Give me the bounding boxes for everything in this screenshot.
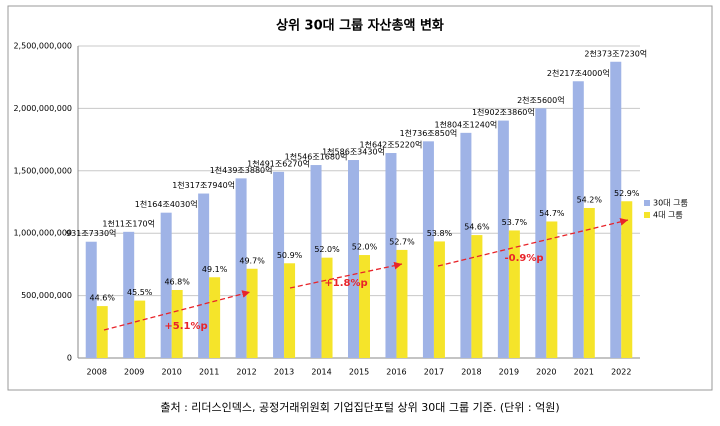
bar bbox=[171, 289, 183, 358]
value-label: 1천439조3880억 bbox=[210, 165, 273, 175]
y-tick-label: 500,000,000 bbox=[21, 291, 72, 300]
source-note: 출처 : 리더스인덱스, 공정거래위원회 기업집단포털 상위 30대 그룹 기준… bbox=[160, 401, 559, 414]
value-label: 2천217조4000억 bbox=[547, 68, 610, 78]
bar bbox=[610, 61, 622, 358]
bar bbox=[273, 171, 285, 358]
legend-swatch bbox=[644, 212, 650, 218]
trend-arrow bbox=[437, 218, 629, 267]
bar bbox=[348, 160, 359, 358]
share-label: 54.7% bbox=[539, 209, 565, 218]
trend-label: +1.8%p bbox=[324, 278, 367, 289]
value-label: 1천586조3430억 bbox=[322, 147, 385, 157]
bar bbox=[284, 263, 296, 358]
share-label: 53.7% bbox=[502, 218, 528, 227]
y-tick-label: 2,000,000,000 bbox=[13, 104, 72, 113]
x-tick-label: 2019 bbox=[499, 368, 519, 377]
x-tick-label: 2021 bbox=[574, 368, 594, 377]
trend-arrow bbox=[103, 290, 251, 331]
bar bbox=[497, 120, 509, 358]
value-label: 1천736조850억 bbox=[400, 128, 458, 138]
bar bbox=[96, 306, 108, 358]
value-label: 1천11조170억 bbox=[102, 218, 155, 228]
share-label: 52.7% bbox=[389, 237, 415, 246]
bar bbox=[235, 178, 247, 358]
value-label: 1천317조7940억 bbox=[172, 180, 235, 190]
y-tick-label: 0 bbox=[67, 354, 72, 363]
bar bbox=[396, 249, 408, 358]
x-tick-label: 2014 bbox=[311, 368, 331, 377]
y-tick-label: 2,500,000,000 bbox=[13, 42, 72, 51]
bar bbox=[198, 193, 210, 358]
share-label: 49.7% bbox=[239, 256, 265, 265]
bar bbox=[546, 221, 558, 358]
value-label: 1천164조4030억 bbox=[135, 199, 198, 209]
x-tick-label: 2012 bbox=[236, 368, 256, 377]
y-tick-label: 1,500,000,000 bbox=[13, 166, 72, 175]
bar bbox=[583, 207, 595, 358]
trend-arrow bbox=[289, 261, 403, 289]
trend-label: -0.9%p bbox=[504, 253, 543, 264]
bar bbox=[460, 132, 472, 358]
bar bbox=[535, 108, 547, 358]
share-label: 52.0% bbox=[352, 243, 378, 252]
chart-title: 상위 30대 그룹 자산총액 변화 bbox=[276, 18, 444, 34]
bar bbox=[433, 241, 445, 358]
share-label: 50.9% bbox=[277, 251, 303, 260]
y-tick-label: 1,000,000,000 bbox=[13, 229, 72, 238]
bar bbox=[508, 230, 520, 358]
bar bbox=[209, 277, 221, 358]
bar bbox=[321, 257, 333, 358]
x-tick-label: 2022 bbox=[611, 368, 631, 377]
share-label: 54.6% bbox=[464, 223, 490, 232]
bar bbox=[471, 235, 483, 358]
bar bbox=[85, 241, 97, 358]
value-label: 1천491조6270억 bbox=[247, 158, 310, 168]
value-label: 1천804조1240억 bbox=[434, 119, 497, 129]
x-tick-label: 2018 bbox=[461, 368, 481, 377]
legend-swatch bbox=[644, 200, 650, 206]
x-tick-label: 2017 bbox=[424, 368, 444, 377]
share-label: 52.0% bbox=[314, 245, 340, 254]
value-label: 2천373조7230억 bbox=[584, 48, 647, 58]
bar bbox=[310, 165, 322, 358]
x-tick-label: 2013 bbox=[274, 368, 294, 377]
legend-label: 4대 그룹 bbox=[653, 211, 683, 220]
value-label: 931조7330억 bbox=[66, 228, 116, 238]
bar bbox=[385, 153, 397, 358]
bar bbox=[422, 141, 434, 358]
value-label: 1천902조3860억 bbox=[472, 107, 535, 117]
bar bbox=[134, 300, 146, 358]
x-tick-label: 2015 bbox=[349, 368, 369, 377]
bar bbox=[123, 231, 135, 358]
x-tick-label: 2009 bbox=[124, 368, 144, 377]
share-label: 54.2% bbox=[577, 195, 603, 204]
x-tick-label: 2011 bbox=[199, 368, 219, 377]
value-label: 2천조5600억 bbox=[517, 95, 565, 105]
x-tick-label: 2008 bbox=[87, 368, 107, 377]
bar bbox=[246, 268, 258, 358]
legend-label: 30대 그룹 bbox=[653, 199, 688, 208]
x-tick-label: 2016 bbox=[386, 368, 406, 377]
value-label: 1천642조5220억 bbox=[360, 140, 423, 150]
bar bbox=[160, 212, 172, 358]
x-tick-label: 2010 bbox=[161, 368, 181, 377]
share-label: 45.5% bbox=[127, 288, 153, 297]
bar bbox=[572, 81, 584, 358]
x-tick-label: 2020 bbox=[536, 368, 556, 377]
share-label: 52.9% bbox=[614, 189, 640, 198]
value-label: 1천546조1680억 bbox=[285, 152, 348, 162]
bar bbox=[621, 201, 633, 358]
bar bbox=[359, 255, 370, 358]
share-label: 44.6% bbox=[90, 294, 116, 303]
trend-label: +5.1%p bbox=[164, 321, 207, 332]
share-label: 49.1% bbox=[202, 265, 228, 274]
share-label: 53.8% bbox=[427, 229, 453, 238]
share-label: 46.8% bbox=[164, 277, 190, 286]
